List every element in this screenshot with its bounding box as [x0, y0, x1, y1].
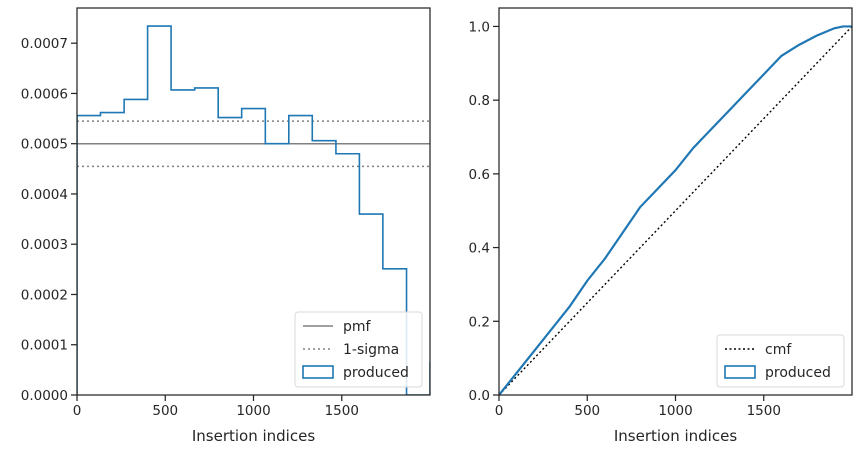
x-tick-label: 500: [574, 403, 600, 419]
legend: cmf produced: [716, 334, 845, 388]
y-tick-label: 0.0006: [21, 86, 68, 102]
chart-2: 0 500 1000 1500 0.0 0.2 0.4 0.6 0.8 1.0 Insertion …: [469, 7, 853, 445]
legend: pmf 1-sigma produced: [294, 311, 423, 388]
y-tick-label: 0.0000: [21, 388, 68, 404]
legend-produced-swatch: [302, 365, 334, 379]
y-tick-label: 0.2: [469, 314, 490, 330]
x-tick-label: 1000: [658, 403, 692, 419]
legend-label: 1-sigma: [343, 342, 399, 358]
y-tick-label: 0.0002: [21, 287, 68, 303]
y-tick-label: 0.0005: [21, 137, 68, 153]
x-tick-label: 1500: [325, 403, 359, 419]
legend-label: cmf: [765, 342, 792, 358]
y-tick-label: 0.6: [469, 167, 490, 183]
x-tick-label: 0: [73, 403, 82, 419]
x-tick-label: 1500: [747, 403, 781, 419]
x-tick-label: 500: [152, 403, 178, 419]
y-tick-label: 0.0001: [21, 338, 68, 354]
plot-area: [499, 25, 852, 395]
legend-label: pmf: [343, 319, 372, 335]
y-tick-label: 0.0007: [21, 36, 68, 52]
y-tick-label: 0.0003: [21, 237, 68, 253]
legend-produced-swatch: [724, 365, 756, 379]
y-tick-label: 0.8: [469, 93, 490, 109]
legend-box: [294, 311, 423, 388]
y-tick-label: 0.4: [469, 241, 490, 257]
x-tick-label: 0: [495, 403, 504, 419]
y-tick-label: 0.0: [469, 388, 490, 404]
x-axis-label: Insertion indices: [192, 427, 315, 445]
y-tick-label: 0.0004: [21, 187, 68, 203]
legend-label: produced: [343, 365, 409, 381]
chart-1: 0 500 1000 1500 0.0000 0.0001 0.0002 0.0003 0.00…: [21, 7, 431, 445]
legend-label: produced: [765, 365, 831, 381]
x-tick-label: 1000: [236, 403, 270, 419]
plot-area: [77, 25, 430, 395]
x-axis-label: Insertion indices: [614, 427, 737, 445]
legend-box: [716, 334, 845, 388]
y-tick-label: 1.0: [469, 19, 490, 35]
produced-line: [499, 25, 852, 395]
produced-histogram: [77, 25, 430, 395]
